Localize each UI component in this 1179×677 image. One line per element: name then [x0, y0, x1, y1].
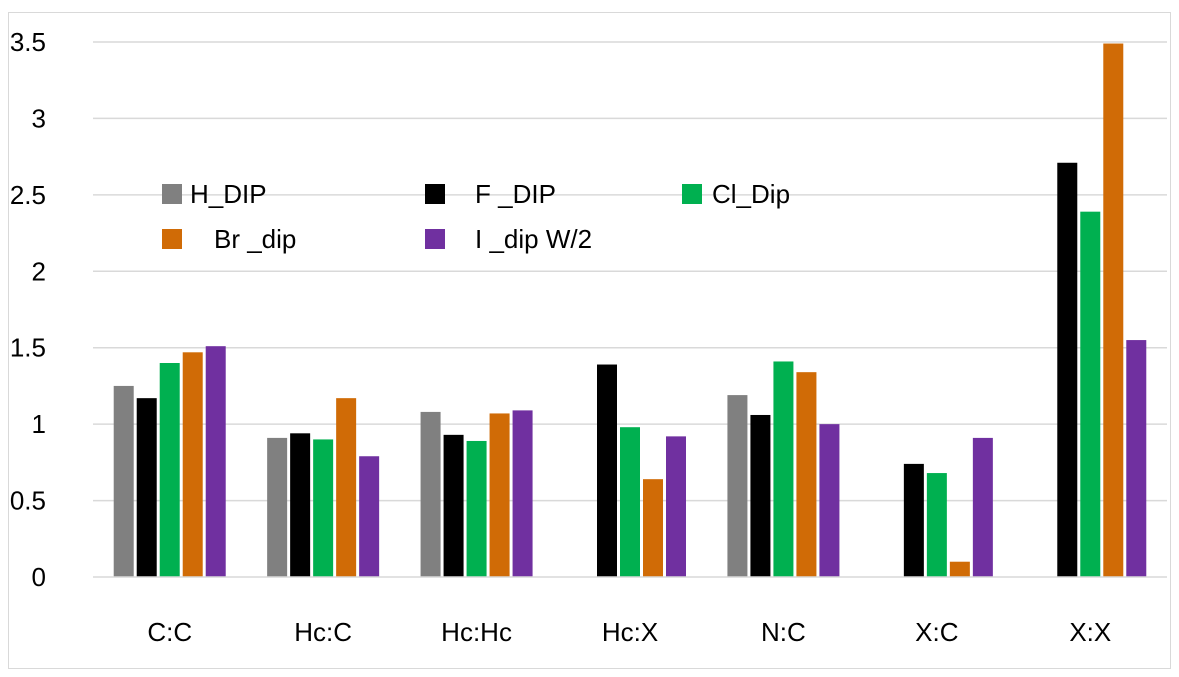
bar-hc-hc-series-2: [443, 434, 464, 577]
chart-frame: [8, 12, 1171, 669]
bar-c-c-series-4: [182, 352, 203, 577]
y-axis-ticks: 0 0.5 1 1.5 2 2.5 3 3.5: [10, 27, 46, 592]
legend-swatch: [425, 184, 445, 204]
bar-hc-c-series-1: [267, 437, 288, 577]
bar-n-c-series-5: [819, 424, 840, 577]
bar-hc-x-series-5: [666, 436, 686, 577]
bar-hc-c-series-5: [359, 456, 380, 577]
y-tick-label: 2: [32, 256, 46, 286]
bar-c-c-series-3: [159, 363, 180, 577]
bar-x-x-series-4: [1103, 43, 1124, 578]
legend-label: Cl_Dip: [712, 179, 790, 209]
legend: H_DIP F _DIP Cl_Dip Br _dip I _dip W/2: [162, 179, 790, 254]
legend-swatch: [425, 229, 445, 249]
y-tick-label: 1: [32, 409, 46, 439]
bar-x-x-series-3: [1080, 211, 1101, 577]
bar-c-c-series-1: [113, 385, 134, 577]
bar-hc-c-series-3: [313, 439, 334, 577]
x-tick-label: Hc:C: [294, 617, 352, 647]
bar-hc-x-series-4: [643, 479, 663, 577]
y-tick-label: 0: [32, 562, 46, 592]
legend-swatch: [162, 184, 182, 204]
x-axis-ticks: C:C Hc:C Hc:Hc Hc:X N:C X:C X:X: [147, 617, 1111, 647]
x-tick-label: X:X: [1069, 617, 1111, 647]
y-tick-label: 3.5: [10, 27, 46, 57]
legend-label: F _DIP: [475, 179, 556, 209]
bar-c-c-series-2: [136, 398, 157, 577]
bar-hc-hc-series-5: [512, 410, 533, 577]
bars: [113, 43, 1147, 578]
y-tick-label: 3: [32, 103, 46, 133]
bar-hc-x-series-3: [620, 427, 640, 577]
bar-x-c-series-5: [972, 437, 993, 577]
legend-label: Br _dip: [214, 224, 296, 254]
bar-n-c-series-4: [796, 372, 817, 577]
bar-x-c-series-2: [903, 463, 924, 577]
y-tick-label: 2.5: [10, 180, 46, 210]
x-tick-label: X:C: [915, 617, 958, 647]
legend-label: H_DIP: [190, 179, 267, 209]
bar-hc-x-series-2: [597, 364, 617, 577]
bar-hc-c-series-2: [290, 433, 311, 577]
legend-swatch: [162, 229, 182, 249]
x-tick-label: N:C: [761, 617, 806, 647]
bar-hc-c-series-4: [336, 398, 357, 577]
y-tick-label: 0.5: [10, 486, 46, 516]
x-tick-label: C:C: [147, 617, 192, 647]
x-tick-label: Hc:Hc: [441, 617, 512, 647]
bar-hc-hc-series-1: [420, 411, 441, 577]
bar-x-x-series-5: [1126, 340, 1147, 577]
bar-n-c-series-3: [773, 361, 794, 577]
bar-c-c-series-5: [205, 346, 226, 577]
bar-n-c-series-2: [750, 414, 771, 577]
bar-x-c-series-3: [926, 473, 947, 577]
legend-swatch: [682, 184, 702, 204]
bar-hc-hc-series-3: [466, 440, 487, 577]
bar-x-x-series-2: [1057, 162, 1078, 577]
legend-label: I _dip W/2: [475, 224, 592, 254]
y-tick-label: 1.5: [10, 333, 46, 363]
bar-n-c-series-1: [727, 395, 748, 577]
x-tick-label: Hc:X: [602, 617, 658, 647]
bar-x-c-series-4: [949, 561, 970, 577]
bar-hc-hc-series-4: [489, 413, 510, 577]
